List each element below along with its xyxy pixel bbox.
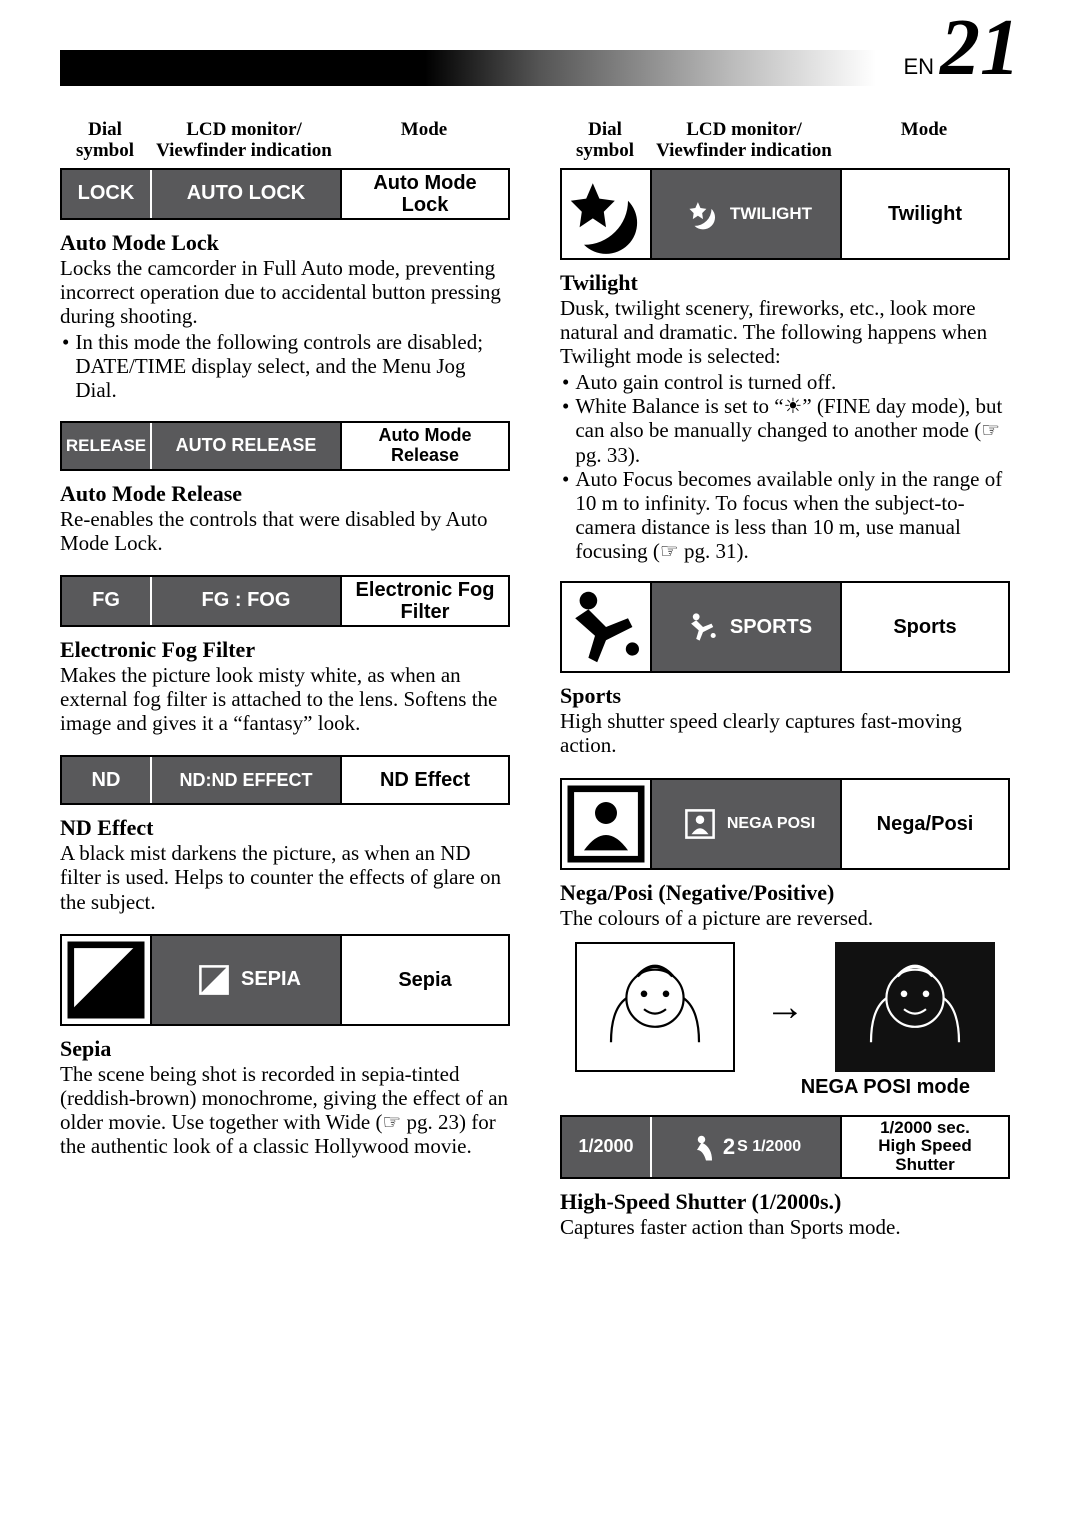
sepia-body: The scene being shot is recorded in sepi… — [60, 1062, 510, 1159]
lang-label: EN — [903, 54, 934, 80]
header-mode: Mode — [338, 120, 510, 162]
twilight-b2-text: White Balance is set to “☀” (FINE day mo… — [575, 394, 1010, 466]
shutter-body: Captures faster action than Sports mode. — [560, 1215, 1010, 1239]
lock-dial: LOCK — [78, 182, 135, 205]
nega-mode: Nega/Posi — [840, 780, 1008, 868]
nd-title: ND Effect — [60, 815, 510, 841]
release-mode: Auto Mode Release — [340, 423, 508, 469]
twilight-b3: •Auto Focus becomes available only in th… — [562, 467, 1010, 564]
twilight-b1: •Auto gain control is turned off. — [562, 370, 1010, 394]
column-headers-right: Dial symbol LCD monitor/ Viewfinder indi… — [560, 120, 1010, 162]
shutter-lcd-icon — [691, 1128, 721, 1166]
mode-row-lock: LOCK AUTO LOCK Auto Mode Lock — [60, 168, 510, 220]
fog-dial: FG — [92, 589, 120, 612]
twilight-body: Dusk, twilight scenery, fireworks, etc.,… — [560, 296, 1010, 368]
sepia-mode: Sepia — [340, 936, 508, 1024]
arrow-icon: → — [765, 983, 805, 1030]
mode-row-shutter: 1/2000 2 S 1/2000 1/2000 sec. High Speed… — [560, 1115, 1010, 1179]
shutter-dial: 1/2000 — [578, 1136, 633, 1157]
nega-title: Nega/Posi (Negative/Positive) — [560, 880, 1010, 906]
mode-row-fog: FG FG : FOG Electronic Fog Filter — [60, 575, 510, 627]
release-lcd: AUTO RELEASE — [176, 435, 317, 456]
header-gradient — [60, 50, 1020, 86]
twilight-b3-text: Auto Focus becomes available only in the… — [575, 467, 1010, 564]
sports-lcd: SPORTS — [730, 616, 812, 639]
lock-bullet-1-text: In this mode the following controls are … — [75, 330, 510, 402]
lock-mode: Auto Mode Lock — [340, 170, 508, 218]
left-column: Dial symbol LCD monitor/ Viewfinder indi… — [60, 120, 510, 1241]
lock-bullet-1: •In this mode the following controls are… — [62, 330, 510, 402]
shutter-lcd: S 1/2000 — [737, 1138, 801, 1156]
lock-body: Locks the camcorder in Full Auto mode, p… — [60, 256, 510, 328]
mode-row-twilight: TWILIGHT Twilight — [560, 168, 1010, 260]
sports-mode: Sports — [840, 583, 1008, 671]
page: EN 21 Dial symbol LCD monitor/ Viewfinde… — [0, 0, 1080, 1301]
fog-body: Makes the picture look misty white, as w… — [60, 663, 510, 735]
fog-title: Electronic Fog Filter — [60, 637, 510, 663]
page-number: EN 21 — [903, 12, 1020, 84]
twilight-mode: Twilight — [840, 170, 1008, 258]
mode-row-sepia: SEPIA Sepia — [60, 934, 510, 1026]
nd-body: A black mist darkens the picture, as whe… — [60, 841, 510, 913]
lock-lcd: AUTO LOCK — [187, 182, 306, 205]
nd-dial: ND — [92, 769, 121, 792]
twilight-title: Twilight — [560, 270, 1010, 296]
lock-title: Auto Mode Lock — [60, 230, 510, 256]
nega-illustration: → — [560, 942, 1010, 1072]
mode-row-sports: SPORTS Sports — [560, 581, 1010, 673]
release-title: Auto Mode Release — [60, 481, 510, 507]
nega-img-positive — [575, 942, 735, 1072]
sepia-title: Sepia — [60, 1036, 510, 1062]
sports-lcd-icon — [680, 608, 726, 646]
fog-mode: Electronic Fog Filter — [340, 577, 508, 625]
twilight-dial-icon — [562, 170, 652, 258]
header-lcd: LCD monitor/ Viewfinder indication — [150, 120, 338, 162]
sepia-lcd-icon — [191, 961, 237, 999]
shutter-two-icon: 2 — [723, 1134, 735, 1160]
mode-row-nd: ND ND:ND EFFECT ND Effect — [60, 755, 510, 805]
page-number-value: 21 — [940, 12, 1020, 84]
fog-lcd: FG : FOG — [202, 589, 291, 612]
mode-row-nega: NEGA POSI Nega/Posi — [560, 778, 1010, 870]
nega-body: The colours of a picture are reversed. — [560, 906, 1010, 930]
right-column: Dial symbol LCD monitor/ Viewfinder indi… — [560, 120, 1010, 1241]
column-headers: Dial symbol LCD monitor/ Viewfinder indi… — [60, 120, 510, 162]
content-columns: Dial symbol LCD monitor/ Viewfinder indi… — [60, 120, 1020, 1241]
top-bar: EN 21 — [60, 40, 1020, 100]
nd-mode: ND Effect — [340, 757, 508, 803]
sports-title: Sports — [560, 683, 1010, 709]
sepia-lcd: SEPIA — [241, 968, 301, 991]
header-dial-r: Dial symbol — [560, 120, 650, 162]
header-mode-r: Mode — [838, 120, 1010, 162]
shutter-mode-1: 1/2000 sec. — [848, 1119, 1002, 1138]
nega-img-negative — [835, 942, 995, 1072]
release-dial: RELEASE — [66, 436, 146, 456]
twilight-lcd-icon — [680, 195, 726, 233]
release-body: Re-enables the controls that were disabl… — [60, 507, 510, 555]
sepia-dial-icon — [62, 936, 152, 1024]
twilight-lcd: TWILIGHT — [730, 204, 812, 224]
mode-row-release: RELEASE AUTO RELEASE Auto Mode Release — [60, 421, 510, 471]
nega-dial-icon — [562, 780, 652, 868]
nd-lcd: ND:ND EFFECT — [180, 770, 313, 791]
nega-lcd-icon — [677, 805, 723, 843]
twilight-b2: •White Balance is set to “☀” (FINE day m… — [562, 394, 1010, 466]
nega-lcd: NEGA POSI — [727, 815, 815, 833]
shutter-title: High-Speed Shutter (1/2000s.) — [560, 1189, 1010, 1215]
sports-dial-icon — [562, 583, 652, 671]
nega-caption: NEGA POSI mode — [560, 1076, 1010, 1099]
twilight-b1-text: Auto gain control is turned off. — [575, 370, 836, 394]
header-dial: Dial symbol — [60, 120, 150, 162]
header-lcd-r: LCD monitor/ Viewfinder indication — [650, 120, 838, 162]
shutter-mode-2: High Speed Shutter — [848, 1137, 1002, 1174]
sports-body: High shutter speed clearly captures fast… — [560, 709, 1010, 757]
